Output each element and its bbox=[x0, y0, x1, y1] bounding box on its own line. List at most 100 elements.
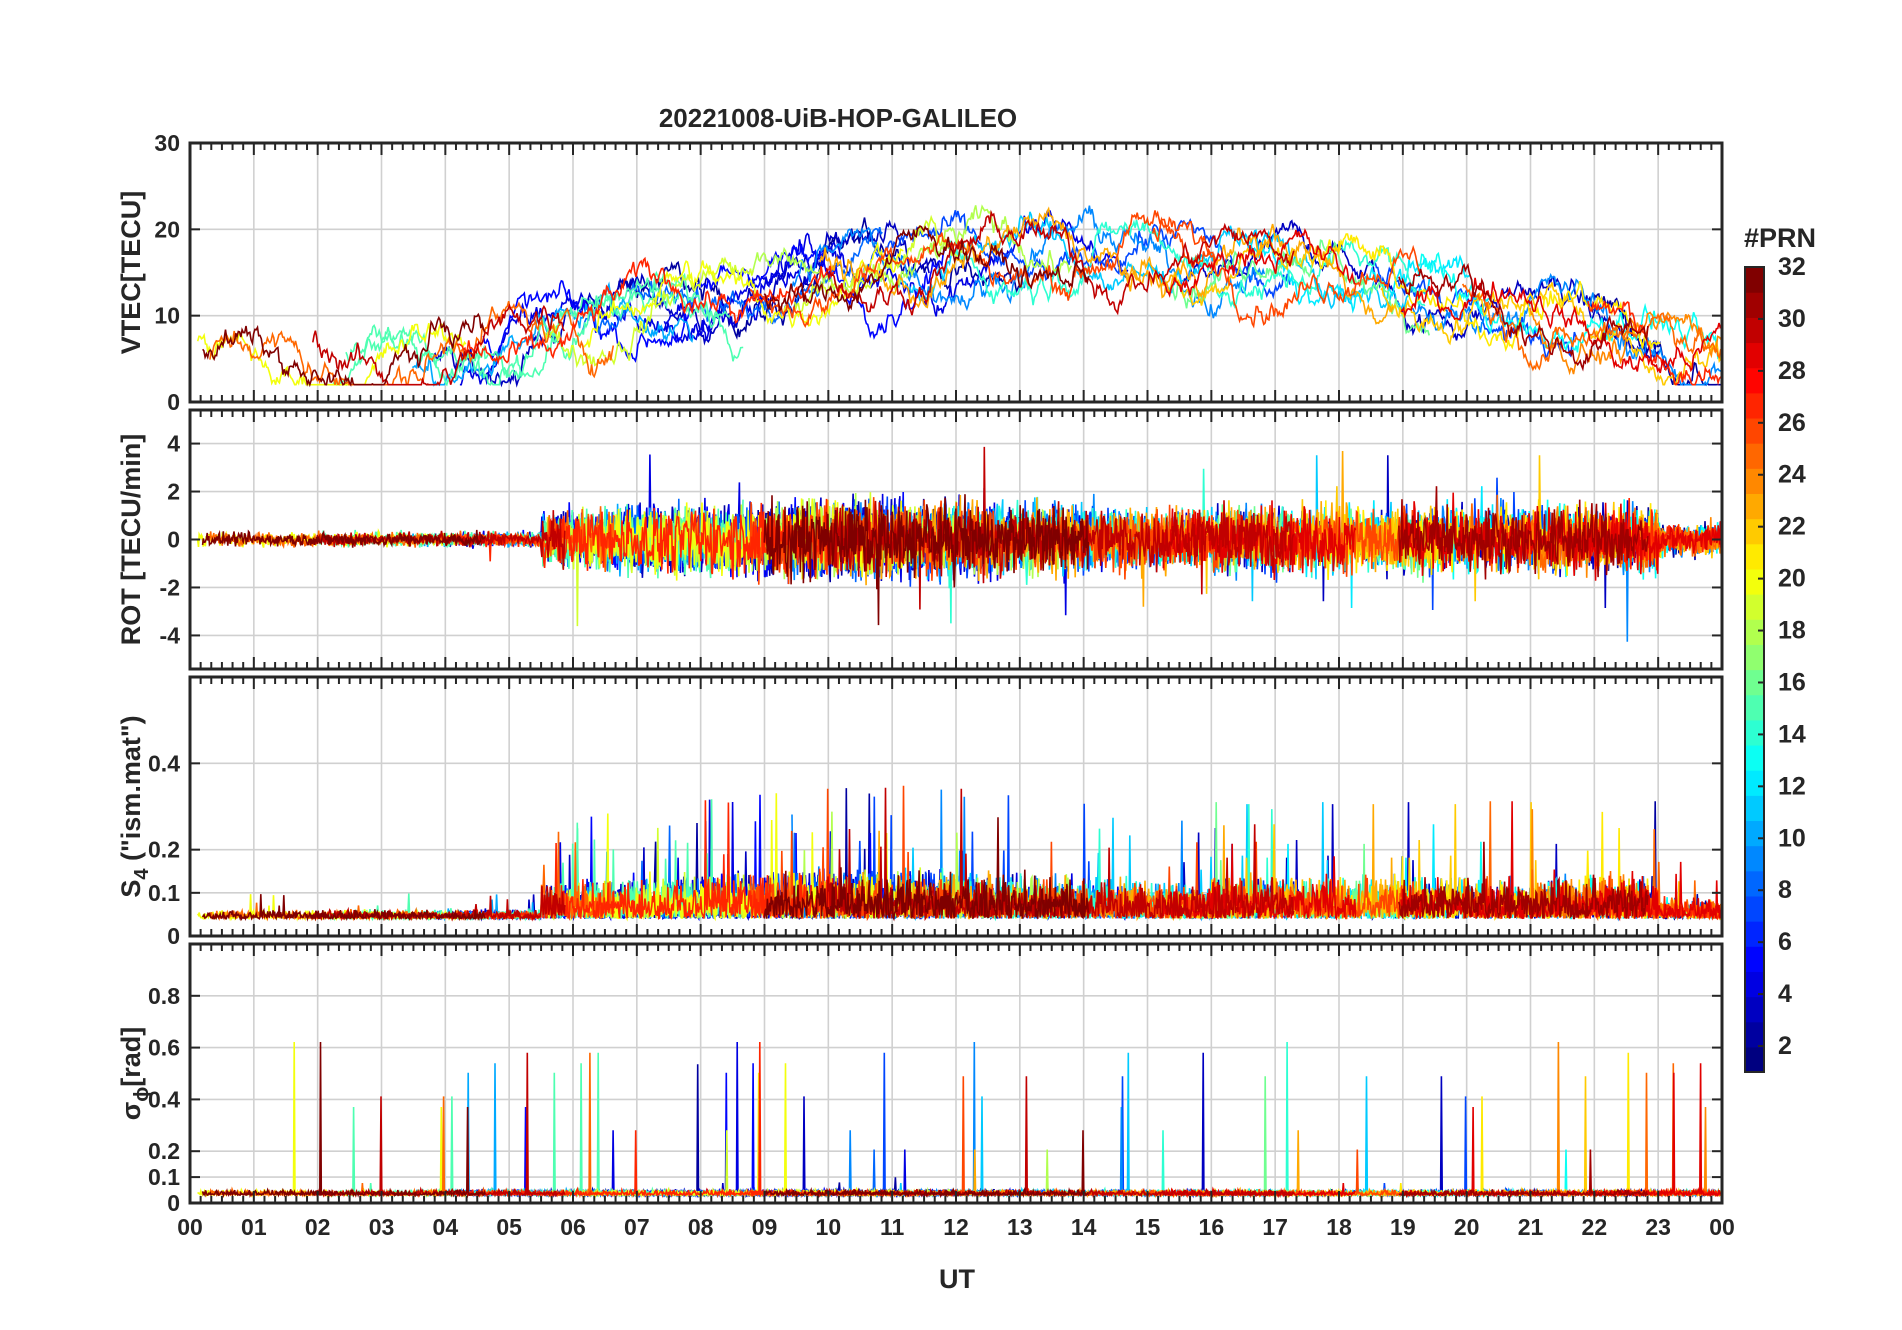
series-prn-30 bbox=[312, 303, 565, 387]
colorbar-tick-label: 4 bbox=[1778, 980, 1792, 1008]
series-prn-22 bbox=[1380, 282, 1722, 386]
series-prn-26 bbox=[749, 210, 1219, 328]
x-tick-label: 11 bbox=[880, 1214, 905, 1240]
y-axis-label: S4 ("ism.mat") bbox=[116, 715, 153, 897]
y-tick-label: -2 bbox=[160, 574, 180, 600]
colorbar-tick-label: 30 bbox=[1778, 305, 1806, 333]
colorbar-segment bbox=[1745, 493, 1764, 520]
y-axis-label: ROT [TECU/min] bbox=[116, 434, 146, 645]
x-tick-label: 10 bbox=[816, 1214, 842, 1240]
y-tick-label: 4 bbox=[167, 431, 180, 457]
series-prn-32 bbox=[763, 494, 1090, 626]
colorbar-segment bbox=[1745, 543, 1764, 570]
series-prn-23 bbox=[1121, 223, 1394, 325]
tick-marks bbox=[189, 944, 1723, 1203]
series-prn-32 bbox=[201, 1041, 486, 1199]
y-axis-label: VTEC[TECU] bbox=[116, 191, 146, 355]
x-tick-label: 23 bbox=[1645, 1214, 1671, 1240]
colorbar-tick-label: 12 bbox=[1778, 772, 1806, 800]
colorbar-segment bbox=[1745, 367, 1764, 394]
series-prn-5 bbox=[482, 243, 946, 363]
y-tick-label: 0 bbox=[167, 1190, 180, 1216]
series-prn-30 bbox=[825, 446, 1295, 610]
series-prn-32 bbox=[763, 1130, 1089, 1199]
colorbar-segment bbox=[1745, 392, 1764, 419]
colorbar-segment bbox=[1745, 795, 1764, 822]
colorbar-segment bbox=[1745, 946, 1764, 972]
y-tick-label: -4 bbox=[160, 622, 181, 648]
colorbar-segment bbox=[1745, 619, 1764, 645]
series-prn-20 bbox=[583, 241, 904, 348]
series-prn-16 bbox=[1171, 239, 1430, 336]
series-prn-31 bbox=[1398, 486, 1649, 580]
tick-marks bbox=[189, 143, 1723, 402]
colorbar-segment bbox=[1745, 770, 1764, 796]
series-prn-9 bbox=[791, 205, 1266, 319]
colorbar-segment bbox=[1745, 292, 1764, 318]
series-prn-32 bbox=[202, 312, 486, 388]
x-tick-label: 00 bbox=[177, 1214, 203, 1240]
series-prn-15 bbox=[319, 270, 744, 387]
series-prn-22 bbox=[1172, 236, 1341, 307]
panel-rot: -4 -2 0 2 4 ROT [TECU/min] bbox=[116, 408, 1724, 671]
colorbar-tick-label: 10 bbox=[1778, 824, 1806, 852]
y-tick-label: 0.4 bbox=[148, 1086, 180, 1112]
series-prn-24 bbox=[1529, 307, 1722, 376]
series-prn-20 bbox=[196, 323, 467, 386]
x-tick-label: 18 bbox=[1326, 1214, 1352, 1240]
colorbar-segment bbox=[1745, 895, 1764, 922]
x-tick-label: 14 bbox=[1071, 1214, 1097, 1240]
colorbar-tick-label: 8 bbox=[1778, 876, 1792, 904]
series-prn-29 bbox=[1162, 228, 1356, 298]
colorbar-segment bbox=[1745, 996, 1764, 1023]
colorbar-segment bbox=[1745, 1021, 1764, 1048]
x-tick-label: 08 bbox=[688, 1214, 714, 1240]
colorbar-tick-label: 28 bbox=[1778, 357, 1806, 385]
series-prn-26 bbox=[1152, 216, 1421, 329]
panel-s4: 0 0.1 0.2 0.4S4 ("ism.mat") bbox=[116, 675, 1724, 949]
colorbar-segment bbox=[1745, 594, 1764, 620]
series-prn-32 bbox=[763, 225, 1090, 313]
x-tick-label: 21 bbox=[1518, 1214, 1544, 1240]
x-tick-label: 04 bbox=[433, 1214, 459, 1240]
series-prn-31 bbox=[1398, 841, 1649, 920]
series-prn-18 bbox=[751, 204, 1073, 296]
series-prn-27 bbox=[456, 256, 835, 366]
x-axis-label: UT bbox=[939, 1264, 975, 1294]
series-group bbox=[197, 785, 1722, 922]
colorbar-segment bbox=[1745, 644, 1764, 671]
colorbar-tick-label: 26 bbox=[1778, 409, 1806, 437]
series-prn-32 bbox=[763, 817, 1090, 922]
panel-vtec: 0 10 20 30 VTEC[TECU] bbox=[116, 130, 1724, 415]
series-prn-29 bbox=[1400, 277, 1722, 374]
y-tick-label: 0.2 bbox=[148, 1138, 180, 1164]
colorbar-segment bbox=[1745, 921, 1764, 947]
colorbar-tick-label: 6 bbox=[1778, 928, 1792, 956]
tick-marks bbox=[189, 677, 1723, 936]
y-tick-label: 10 bbox=[154, 303, 180, 329]
x-tick-label: 09 bbox=[752, 1214, 778, 1240]
y-tick-label: 0.8 bbox=[148, 983, 180, 1009]
colorbar-segment bbox=[1745, 669, 1764, 696]
colorbar-segment bbox=[1745, 1046, 1764, 1073]
x-tick-label: 15 bbox=[1135, 1214, 1161, 1240]
x-tick-label: 22 bbox=[1582, 1214, 1608, 1240]
series-prn-25 bbox=[1461, 283, 1722, 372]
x-tick-label: 01 bbox=[241, 1214, 267, 1240]
series-group bbox=[196, 204, 1722, 388]
y-axis-label: σϕ[rad] bbox=[116, 1027, 153, 1120]
tick-marks bbox=[189, 410, 1723, 669]
colorbar-segment bbox=[1745, 568, 1764, 595]
series-prn-4 bbox=[459, 245, 842, 386]
series-prn-30 bbox=[825, 209, 1295, 316]
colorbar-segment bbox=[1745, 971, 1764, 998]
colorbar-segment bbox=[1745, 694, 1764, 721]
x-tick-label: 17 bbox=[1262, 1214, 1288, 1240]
x-tick-label: 16 bbox=[1199, 1214, 1225, 1240]
x-tick-label: 13 bbox=[1007, 1214, 1033, 1240]
colorbar-segment bbox=[1745, 342, 1764, 369]
colorbar-segment bbox=[1745, 719, 1764, 746]
x-tick-label: 06 bbox=[560, 1214, 586, 1240]
series-prn-12 bbox=[1247, 241, 1494, 315]
series-group bbox=[196, 446, 1722, 642]
